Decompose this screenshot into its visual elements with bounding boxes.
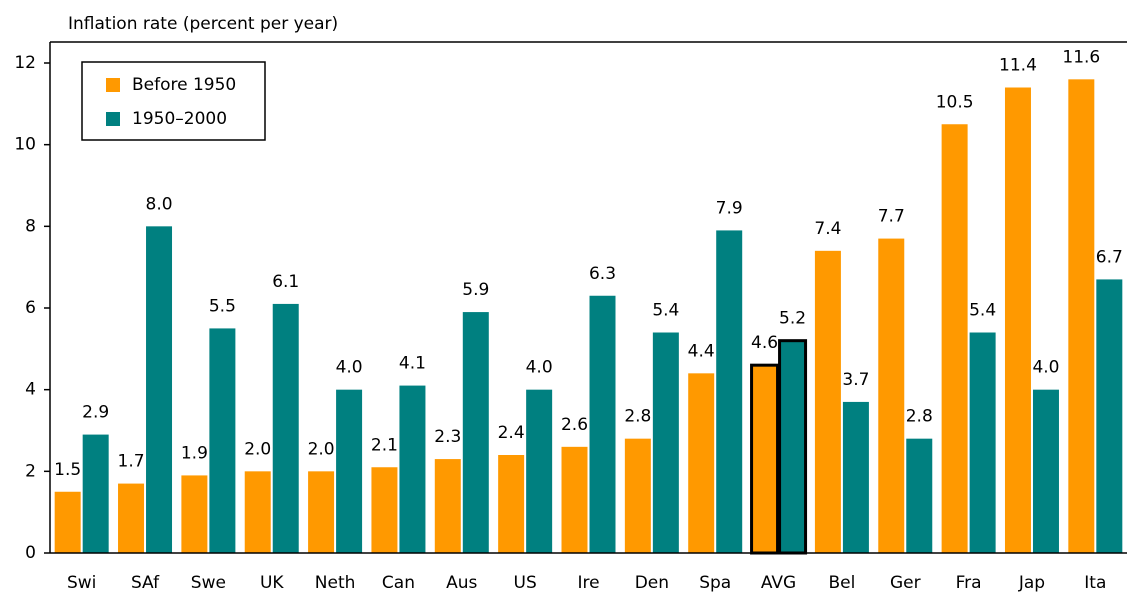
x-tick-label: Bel <box>828 573 855 593</box>
data-label: 11.4 <box>999 56 1037 76</box>
data-label: 1.9 <box>181 443 208 463</box>
data-label: 7.7 <box>878 207 905 227</box>
data-label: 2.0 <box>244 439 271 459</box>
data-label: 2.1 <box>371 435 398 455</box>
data-label: 4.1 <box>399 354 426 374</box>
bar <box>209 328 236 553</box>
data-label: 2.0 <box>308 439 335 459</box>
data-label: 2.4 <box>498 423 525 443</box>
bar <box>399 385 426 553</box>
x-tick-label: Fra <box>956 573 982 593</box>
bar <box>434 459 461 553</box>
bar <box>526 389 553 553</box>
bar <box>561 446 588 553</box>
bar <box>498 455 525 553</box>
data-label: 6.1 <box>272 272 299 292</box>
x-tick-label: Aus <box>446 573 477 593</box>
bar <box>1004 87 1031 553</box>
data-label: 2.8 <box>906 407 933 427</box>
bar <box>146 226 173 554</box>
bar <box>750 363 780 555</box>
data-label: 2.3 <box>434 427 461 447</box>
legend-label: Before 1950 <box>132 75 236 95</box>
bar <box>1032 389 1059 553</box>
y-tick-label: 2 <box>25 461 36 481</box>
data-label: 7.9 <box>716 198 743 218</box>
data-label: 5.4 <box>652 301 679 321</box>
bar <box>941 124 968 553</box>
bar <box>462 312 489 553</box>
bar <box>842 401 869 553</box>
data-label: 10.5 <box>936 92 974 112</box>
x-tick-label: Neth <box>315 573 356 593</box>
data-label: 4.4 <box>688 341 715 361</box>
data-label: 8.0 <box>146 194 173 214</box>
data-label: 6.7 <box>1096 247 1123 267</box>
data-label: 4.0 <box>1032 358 1059 378</box>
data-label: 2.9 <box>82 403 109 423</box>
data-label: 5.2 <box>779 309 806 329</box>
legend-label: 1950–2000 <box>132 109 227 129</box>
x-tick-label: SAf <box>131 573 160 593</box>
x-tick-label: Spa <box>699 573 731 593</box>
x-tick-label: Can <box>382 573 415 593</box>
y-tick-label: 12 <box>14 53 36 73</box>
data-label: 5.9 <box>462 280 489 300</box>
data-label: 5.5 <box>209 296 236 316</box>
x-tick-label: Swe <box>191 573 226 593</box>
x-tick-label: US <box>514 573 537 593</box>
x-tick-label: AVG <box>761 573 796 593</box>
bar <box>1068 79 1095 553</box>
y-tick-label: 8 <box>25 216 36 236</box>
legend-swatch <box>106 78 120 92</box>
bar <box>54 491 81 553</box>
bar <box>181 475 208 553</box>
data-label: 7.4 <box>814 219 841 239</box>
legend-swatch <box>106 112 120 126</box>
bar <box>118 483 145 553</box>
bar <box>652 332 679 553</box>
bar <box>82 434 109 553</box>
y-tick-label: 6 <box>25 298 36 318</box>
x-tick-label: Jap <box>1018 573 1045 593</box>
data-label: 1.5 <box>54 460 81 480</box>
data-label: 4.6 <box>751 333 778 353</box>
bar <box>814 250 841 554</box>
y-tick-label: 0 <box>25 543 36 563</box>
data-label: 1.7 <box>118 452 145 472</box>
bar <box>716 230 743 553</box>
data-label: 5.4 <box>969 301 996 321</box>
bar <box>244 471 271 553</box>
data-label: 4.0 <box>526 358 553 378</box>
bar <box>624 438 651 553</box>
bar <box>589 295 616 553</box>
data-label: 2.8 <box>624 407 651 427</box>
bar <box>1096 279 1123 553</box>
bar <box>878 238 905 554</box>
y-tick-label: 4 <box>25 380 36 400</box>
y-axis-title: Inflation rate (percent per year) <box>68 14 338 34</box>
bar <box>906 438 933 553</box>
x-tick-label: Den <box>635 573 669 593</box>
x-tick-label: Ger <box>890 573 921 593</box>
bar <box>308 471 335 553</box>
bar <box>371 467 398 553</box>
data-label: 4.0 <box>336 358 363 378</box>
x-tick-label: Ire <box>577 573 599 593</box>
data-label: 11.6 <box>1062 47 1100 67</box>
data-label: 3.7 <box>842 370 869 390</box>
data-label: 6.3 <box>589 264 616 284</box>
x-tick-label: Ita <box>1084 573 1106 593</box>
x-tick-label: UK <box>260 573 284 593</box>
bar <box>688 373 715 553</box>
bar <box>778 339 808 555</box>
bar <box>969 332 996 553</box>
bar <box>272 303 299 553</box>
y-tick-label: 10 <box>14 135 36 155</box>
x-tick-label: Swi <box>67 573 96 593</box>
bar <box>336 389 363 553</box>
data-label: 2.6 <box>561 415 588 435</box>
legend-box <box>81 61 266 141</box>
